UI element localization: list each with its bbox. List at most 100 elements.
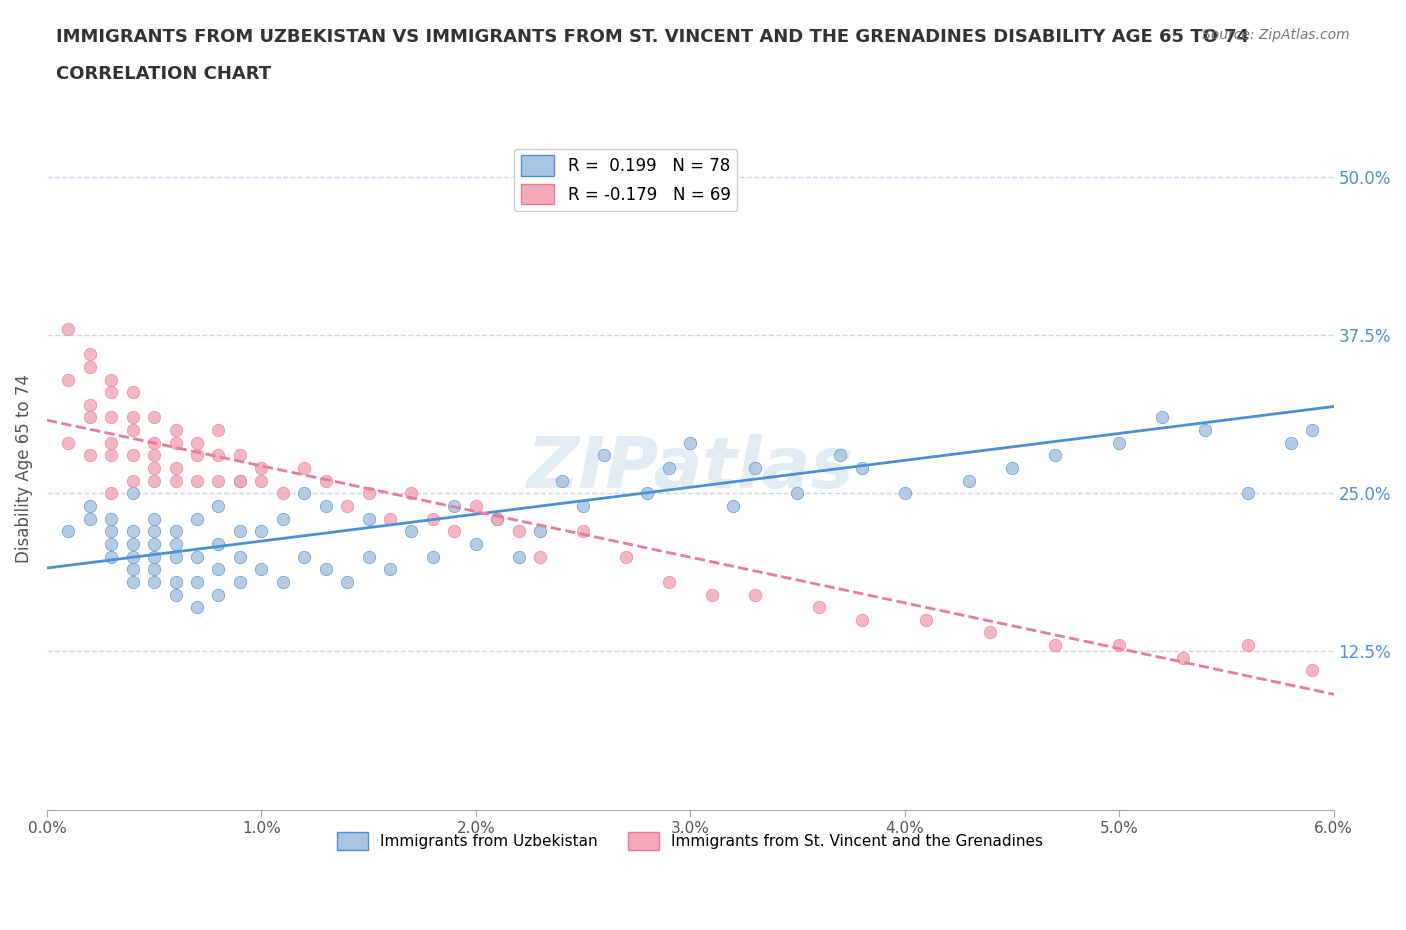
Point xyxy=(165,423,187,438)
Point xyxy=(851,612,873,627)
Point xyxy=(357,550,380,565)
Point xyxy=(79,347,101,362)
Point xyxy=(336,498,359,513)
Point xyxy=(186,600,208,615)
Point xyxy=(165,460,187,475)
Point xyxy=(1236,486,1258,501)
Point xyxy=(658,575,681,590)
Point xyxy=(744,587,766,602)
Point xyxy=(893,486,915,501)
Point xyxy=(292,486,315,501)
Point xyxy=(229,473,252,488)
Point xyxy=(464,537,486,551)
Point xyxy=(121,537,143,551)
Point xyxy=(165,587,187,602)
Point xyxy=(572,524,595,538)
Point xyxy=(443,498,465,513)
Text: ZIPatlas: ZIPatlas xyxy=(526,433,853,502)
Text: CORRELATION CHART: CORRELATION CHART xyxy=(56,65,271,83)
Point xyxy=(186,550,208,565)
Point xyxy=(614,550,637,565)
Point xyxy=(229,550,252,565)
Point xyxy=(207,537,229,551)
Point xyxy=(422,550,444,565)
Point xyxy=(207,587,229,602)
Point xyxy=(1236,638,1258,653)
Point xyxy=(315,473,337,488)
Point xyxy=(58,372,80,387)
Point xyxy=(143,537,166,551)
Point xyxy=(271,486,294,501)
Point xyxy=(229,524,252,538)
Point xyxy=(979,625,1001,640)
Point xyxy=(572,498,595,513)
Point xyxy=(508,524,530,538)
Point xyxy=(292,460,315,475)
Point xyxy=(357,486,380,501)
Point xyxy=(508,550,530,565)
Legend: Immigrants from Uzbekistan, Immigrants from St. Vincent and the Grenadines: Immigrants from Uzbekistan, Immigrants f… xyxy=(332,826,1049,857)
Point xyxy=(486,512,509,526)
Point xyxy=(700,587,723,602)
Point xyxy=(121,448,143,463)
Point xyxy=(721,498,744,513)
Point xyxy=(143,448,166,463)
Point xyxy=(143,512,166,526)
Point xyxy=(957,473,980,488)
Text: IMMIGRANTS FROM UZBEKISTAN VS IMMIGRANTS FROM ST. VINCENT AND THE GRENADINES DIS: IMMIGRANTS FROM UZBEKISTAN VS IMMIGRANTS… xyxy=(56,28,1250,46)
Point xyxy=(121,423,143,438)
Point xyxy=(786,486,808,501)
Point xyxy=(186,435,208,450)
Point xyxy=(79,360,101,375)
Point xyxy=(121,562,143,577)
Point xyxy=(529,550,551,565)
Point xyxy=(143,410,166,425)
Point xyxy=(401,524,423,538)
Point xyxy=(121,410,143,425)
Point xyxy=(1194,423,1216,438)
Point xyxy=(658,460,681,475)
Point xyxy=(100,512,122,526)
Point xyxy=(79,448,101,463)
Point xyxy=(1173,650,1195,665)
Point xyxy=(100,372,122,387)
Point xyxy=(100,410,122,425)
Text: Source: ZipAtlas.com: Source: ZipAtlas.com xyxy=(1202,28,1350,42)
Point xyxy=(443,524,465,538)
Point xyxy=(915,612,938,627)
Point xyxy=(121,473,143,488)
Point xyxy=(100,537,122,551)
Point xyxy=(207,423,229,438)
Point xyxy=(271,575,294,590)
Point xyxy=(1150,410,1173,425)
Point xyxy=(186,448,208,463)
Point xyxy=(271,512,294,526)
Point xyxy=(679,435,702,450)
Point xyxy=(357,512,380,526)
Point xyxy=(1344,397,1367,412)
Point xyxy=(401,486,423,501)
Point xyxy=(143,562,166,577)
Point xyxy=(851,460,873,475)
Point xyxy=(250,524,273,538)
Point xyxy=(143,550,166,565)
Point xyxy=(593,448,616,463)
Point xyxy=(529,524,551,538)
Point xyxy=(315,498,337,513)
Point xyxy=(186,575,208,590)
Point xyxy=(58,435,80,450)
Point xyxy=(165,575,187,590)
Point xyxy=(1043,638,1066,653)
Point xyxy=(1108,638,1130,653)
Point xyxy=(1365,675,1388,690)
Point xyxy=(121,550,143,565)
Point xyxy=(186,473,208,488)
Point xyxy=(550,473,572,488)
Point xyxy=(207,498,229,513)
Point xyxy=(79,512,101,526)
Point xyxy=(378,562,401,577)
Point xyxy=(100,550,122,565)
Point xyxy=(1301,423,1323,438)
Point xyxy=(100,524,122,538)
Point xyxy=(336,575,359,590)
